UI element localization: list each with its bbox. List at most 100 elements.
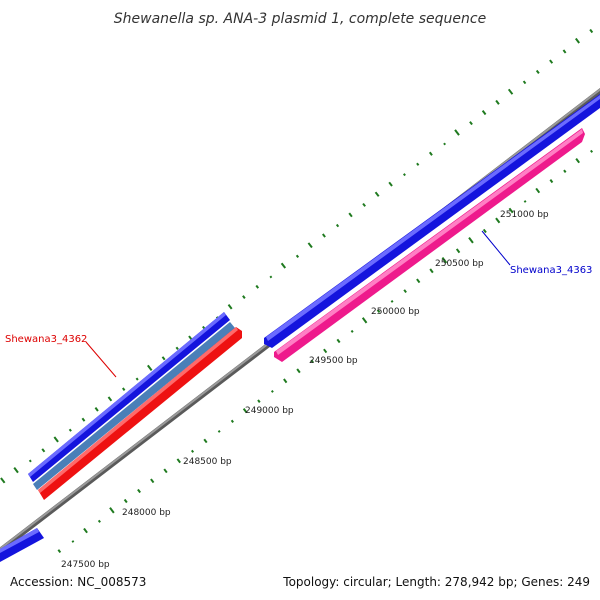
gc-mark [283,378,288,384]
gc-mark [575,158,581,164]
gc-mark [203,438,208,444]
gc-mark [28,459,32,463]
gc-mark [429,268,434,274]
gc-mark [163,468,168,474]
gc-mark [230,419,234,423]
map-title: Shewanella sp. ANA-3 plasmid 1, complete… [114,11,486,27]
gc-mark [335,223,340,228]
gc-content-inner-marks [57,149,594,554]
tick-label: 250500 bp [435,259,484,269]
gc-mark [71,540,75,543]
gc-mark [495,217,501,224]
gc-mark [402,173,406,177]
gc-mark [109,507,115,514]
gc-mark [217,430,221,433]
gc-mark [255,284,260,289]
tick-label: 248000 bp [122,508,171,518]
gc-mark [150,478,155,484]
gc-mark [107,396,113,402]
gc-mark [68,428,72,432]
gc-mark [123,498,128,504]
gene-label-shewana3-4362[interactable]: Shewana3_4362 [5,334,117,378]
gc-mark [257,399,261,403]
gc-mark [403,289,407,294]
gc-mark [280,262,287,269]
gc-mark [376,309,381,314]
gc-mark [321,233,326,238]
gc-mark [97,519,101,523]
tick-label: 251000 bp [500,210,549,220]
feature-rna-left[interactable] [33,322,235,490]
gc-mark [523,200,527,203]
gc-mark [57,549,62,554]
gc-mark [590,149,594,153]
gc-mark [454,129,460,136]
gc-mark [549,179,554,184]
gc-mark [416,162,420,166]
feature-reverse-right[interactable] [274,128,585,362]
scale-ticks: 247500 bp 248000 bp 248500 bp 249000 bp … [61,210,549,570]
gc-mark [336,338,341,344]
gene-label-text: Shewana3_4362 [5,334,87,345]
gc-mark [135,377,139,381]
gc-mark [175,346,179,351]
gc-mark [469,121,473,126]
gc-mark [549,59,554,64]
gc-mark [416,278,421,284]
gc-mark [242,295,246,299]
tick-label: 247500 bp [61,560,110,570]
gc-mark [310,359,314,363]
gc-mark [589,28,594,34]
gc-mark [307,242,313,249]
gc-mark [296,368,301,374]
feature-forward-left[interactable] [28,312,230,482]
gc-mark [482,228,487,234]
gc-mark [562,49,567,54]
gc-mark [81,417,86,422]
gc-mark [94,407,99,412]
feature-forward-right[interactable] [264,94,600,348]
feature-reverse-left[interactable] [38,327,242,500]
gc-mark [122,387,126,391]
gc-mark [0,477,6,484]
gc-mark [188,335,193,340]
gc-mark [270,390,274,393]
gc-mark [323,348,328,354]
gc-mark [495,99,500,105]
tick-label: 250000 bp [371,307,420,317]
gene-label-shewana3-4363[interactable]: Shewana3_4363 [481,230,592,276]
gc-mark [388,181,393,187]
gc-content-outer-marks [0,28,594,484]
gc-mark [83,527,88,534]
gc-mark [269,275,273,279]
gc-mark [295,254,300,258]
gc-mark [507,88,514,95]
feature-forward-bottom[interactable] [0,528,44,562]
gc-mark [348,212,353,218]
summary-text: Topology: circular; Length: 278,942 bp; … [282,575,590,589]
gc-mark [137,488,141,494]
gc-mark [161,356,166,361]
gc-mark [390,300,394,303]
tick-label: 249000 bp [245,406,294,416]
gc-mark [575,37,580,44]
gc-mark [53,436,59,443]
gene-label-text: Shewana3_4363 [510,265,592,276]
gc-mark [428,151,433,156]
tick-label: 248500 bp [183,457,232,467]
gc-mark [508,207,514,214]
gc-mark [190,449,195,453]
gc-mark [176,458,181,464]
gc-mark [41,448,46,453]
gc-mark [227,304,233,310]
gc-mark [361,317,368,324]
gc-mark [374,191,380,197]
tick-label: 249500 bp [309,356,358,366]
gc-mark [481,110,487,116]
gc-mark [441,257,448,264]
gc-mark [535,69,540,75]
accession-text: Accession: NC_008573 [10,575,146,589]
gc-mark [443,142,446,146]
gc-mark [563,169,567,173]
